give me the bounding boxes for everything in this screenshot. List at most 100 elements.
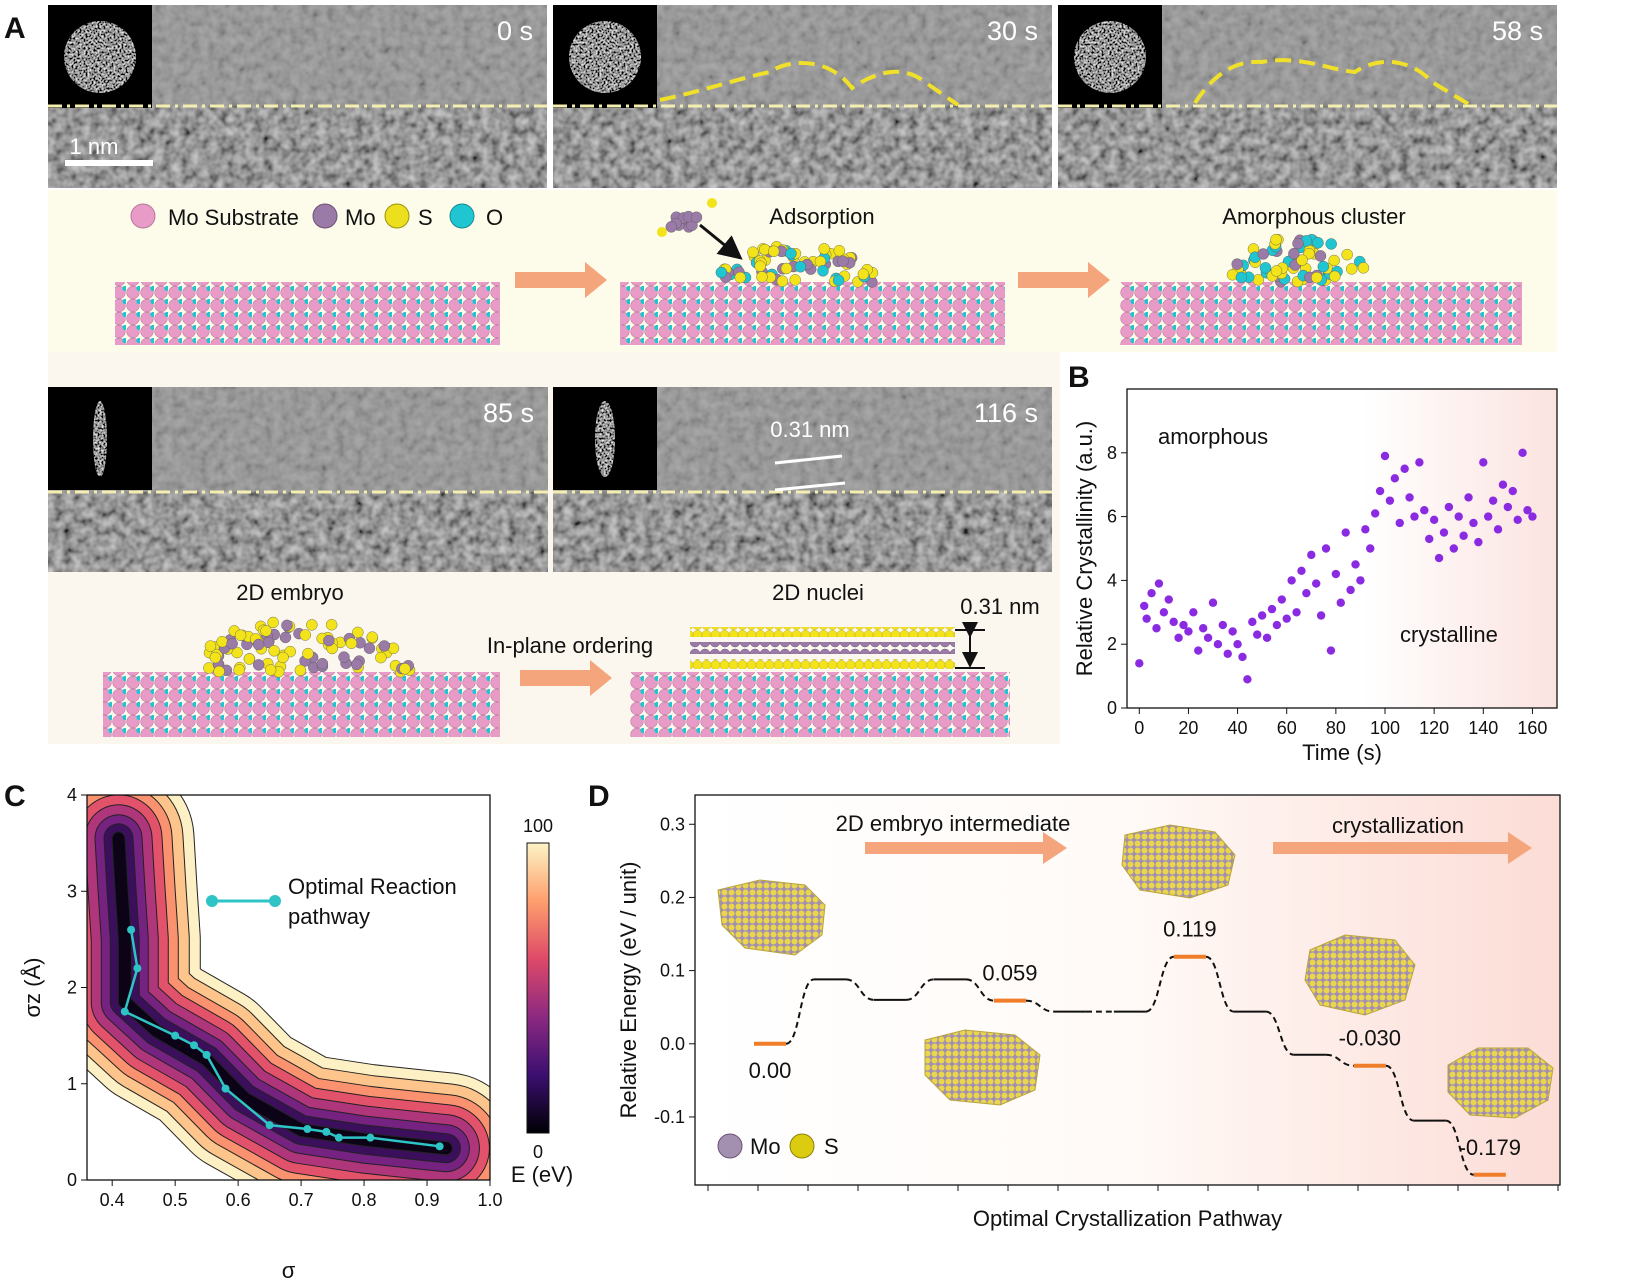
point [1415,458,1424,467]
point [1147,588,1156,598]
point [1253,630,1262,639]
point [1213,640,1223,649]
value-label: -0.030 [1339,1026,1401,1051]
atom [1288,247,1300,260]
point [1184,627,1193,636]
legend-swatch [384,203,410,229]
connector [1205,955,1235,1013]
pathway-point [435,1142,444,1151]
atom [1357,262,1370,274]
point [1518,448,1527,457]
connector [1025,999,1054,1013]
atom [352,626,364,639]
legend-marker [206,895,218,907]
value-label: 0.00 [749,1058,792,1083]
atom [665,221,677,233]
point [1459,531,1468,540]
point [1385,496,1395,505]
structure-model [1304,934,1416,1016]
annotation: crystallization [1332,813,1464,838]
point [1361,525,1370,534]
stage-label: Adsorption [769,204,874,229]
process-arrows [515,262,1110,696]
value-label: 0.119 [1163,917,1216,942]
point [1248,617,1257,627]
connector [1325,1053,1354,1067]
point [1142,614,1151,623]
spacing-label: 0.31 nm [770,417,850,442]
atom [1346,263,1358,275]
atom [785,247,797,260]
point [1312,579,1321,588]
adsorption-arrow [699,223,743,260]
point [1228,627,1237,636]
legend-label: S [418,205,433,230]
pathway-point [221,1084,230,1093]
point [1469,518,1478,528]
atom [267,616,279,629]
atom [1329,270,1341,283]
connector [1145,955,1175,1013]
fft-pattern [64,21,136,93]
atom [1270,233,1282,246]
atom [226,638,238,650]
point [1484,512,1493,521]
pathway-point [190,1041,199,1050]
atom [338,651,350,663]
atom [756,271,768,283]
legend-label: Mo [750,1134,781,1159]
atom [690,211,703,224]
lattice-line [774,454,843,465]
point [1174,633,1183,643]
atom [213,665,225,678]
contour-band [112,832,452,1155]
atom [299,629,311,641]
atom [1235,271,1248,284]
atom [363,642,376,654]
atom [277,651,289,664]
fft-noise [569,21,641,93]
point [1449,544,1459,553]
atom [281,619,293,632]
substrate [1120,282,1522,345]
point [1297,566,1306,576]
y-tick-label: 8 [1107,443,1117,463]
colorbar-label: E (eV) [511,1162,573,1187]
stage-label: 2D embryo [236,580,344,605]
atom [216,636,228,648]
point [1444,502,1454,512]
connector [905,978,935,1001]
y-tick-label: 0.1 [660,961,685,981]
atom [707,198,717,208]
legend-label: S [824,1134,839,1159]
atom [1312,237,1324,249]
point [1405,493,1414,502]
atom [832,274,845,287]
point [1179,620,1188,630]
x-tick-label: 140 [1468,718,1498,738]
point [1508,486,1517,496]
point [1498,480,1508,489]
point [1223,649,1232,658]
x-tick-label: 0.7 [289,1190,314,1210]
mo-layer [690,642,955,654]
annotation-arrow [865,832,1067,864]
legend-swatch [130,203,156,229]
point [1420,506,1429,515]
point [1488,496,1498,505]
atom [715,266,728,279]
legend-marker [269,895,281,907]
y-tick-label: -0.1 [654,1107,685,1127]
atom [657,227,667,237]
point [1439,528,1449,537]
fft-pattern [93,401,107,477]
point [1262,633,1272,643]
x-tick-label: 0.9 [415,1190,440,1210]
connector [1445,1119,1475,1176]
colorbar-tick: 100 [523,816,553,836]
atom [754,260,766,272]
substrate [103,672,500,737]
point [1189,608,1198,617]
x-tick-label: 1.0 [477,1190,502,1210]
atom [302,647,314,660]
